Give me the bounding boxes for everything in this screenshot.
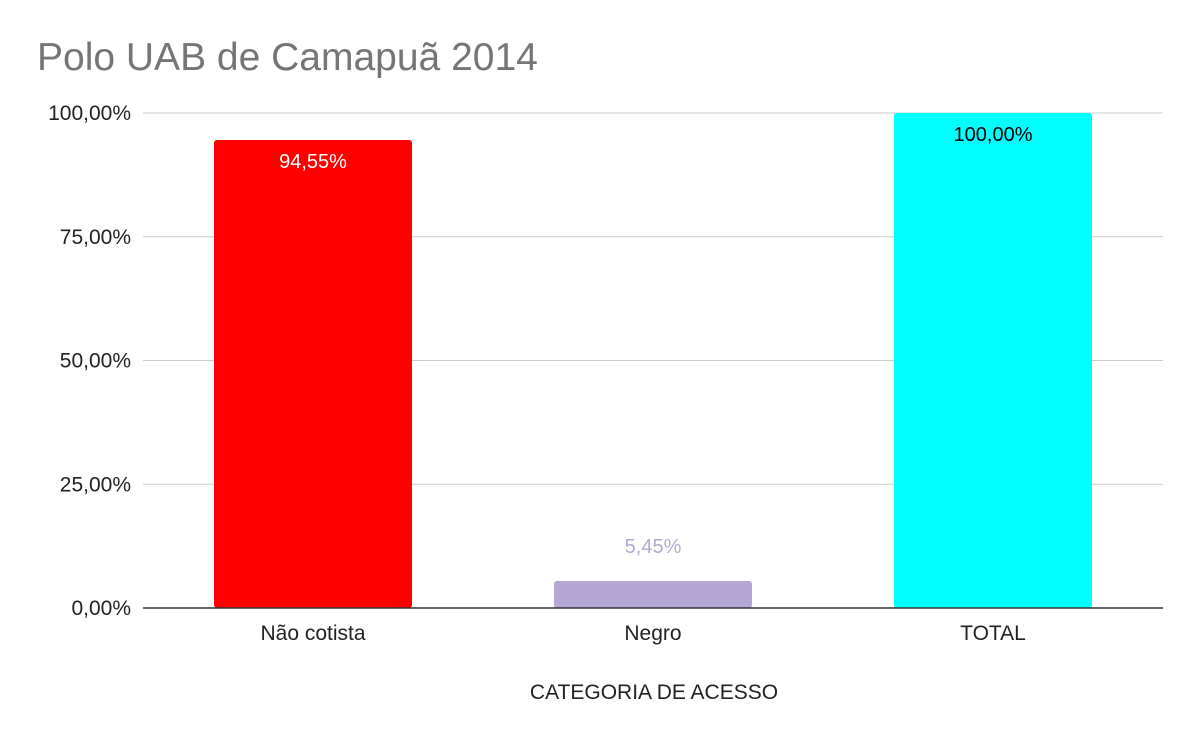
x-tick-label: Negro bbox=[624, 622, 681, 645]
data-label: 94,55% bbox=[279, 151, 347, 173]
y-tick-label: 50,00% bbox=[60, 350, 131, 373]
bar bbox=[214, 139, 412, 609]
y-tick-label: 100,00% bbox=[48, 102, 131, 125]
data-label: 100,00% bbox=[954, 124, 1033, 146]
x-axis-title: CATEGORIA DE ACESSO bbox=[530, 681, 778, 704]
data-label: 5,45% bbox=[625, 536, 682, 558]
y-tick-label: 0,00% bbox=[71, 597, 131, 620]
bar bbox=[554, 581, 752, 608]
chart-title: Polo UAB de Camapuã 2014 bbox=[37, 36, 538, 79]
data-labels: 94,55% 5,45% 100,00% bbox=[279, 124, 1033, 558]
y-axis-ticks: 0,00% 25,00% 50,00% 75,00% 100,00% bbox=[48, 102, 131, 620]
x-tick-label: TOTAL bbox=[960, 622, 1026, 645]
y-tick-label: 25,00% bbox=[60, 473, 131, 496]
x-tick-label: Não cotista bbox=[260, 622, 365, 645]
bar bbox=[894, 113, 1092, 608]
bars bbox=[214, 113, 1092, 609]
y-tick-label: 75,00% bbox=[60, 226, 131, 249]
x-axis-categories: Não cotista Negro TOTAL bbox=[260, 622, 1025, 645]
